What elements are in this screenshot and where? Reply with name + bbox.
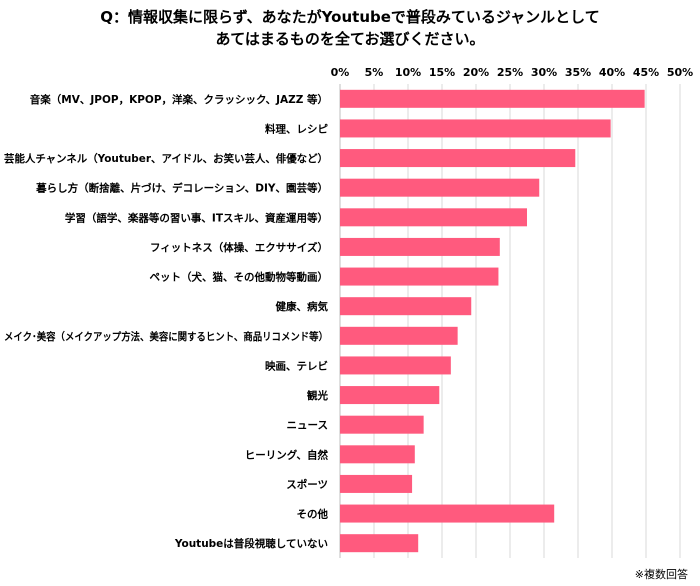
- category-label: 暮らし方（断捨離、片づけ、デコレーション、DIY、園芸等）: [35, 182, 328, 195]
- bar: [340, 415, 424, 434]
- x-tick-label: 40%: [599, 66, 625, 79]
- bar: [340, 356, 451, 375]
- category-label: ヒーリング、自然: [245, 448, 329, 461]
- bar: [340, 208, 527, 227]
- bar: [340, 267, 499, 286]
- category-label: ペット（犬、猫、その他動物等動画）: [150, 271, 329, 284]
- x-tick-label: 50%: [667, 66, 693, 79]
- bar: [340, 178, 540, 197]
- category-label: ニュース: [287, 420, 328, 432]
- category-label: 料理、レシピ: [265, 122, 328, 135]
- bar: [340, 89, 645, 108]
- bar: [340, 474, 413, 493]
- category-label: 芸能人チャンネル（Youtuber、アイドル、お笑い芸人、俳優など）: [4, 152, 328, 165]
- category-label: 映画、テレビ: [265, 359, 328, 372]
- title-line-1: Q：情報収集に限らず、あなたがYoutubeで普段みているジャンルとして: [100, 8, 600, 26]
- x-tick-label: 30%: [531, 66, 557, 79]
- x-tick-label: 35%: [565, 66, 591, 79]
- category-label: Youtubeは普段視聴していない: [174, 537, 328, 550]
- x-tick-label: 15%: [429, 66, 455, 79]
- bar: [340, 297, 472, 316]
- category-label: スポーツ: [286, 478, 328, 491]
- category-label: 観光: [307, 389, 328, 402]
- x-tick-label: 10%: [395, 66, 421, 79]
- category-label: メイク･美容（メイクアップ方法、美容に関するヒント、商品リコメンド等）: [4, 330, 328, 343]
- bar: [340, 504, 555, 523]
- bar: [340, 534, 419, 553]
- category-label: 音楽（MV、JPOP，KPOP，洋楽、クラッシック、JAZZ 等）: [30, 93, 328, 106]
- bar: [340, 445, 415, 464]
- bar: [340, 149, 576, 168]
- x-tick-label: 45%: [633, 66, 659, 79]
- title-line-2: あてはまるものを全てお選びください。: [215, 30, 485, 48]
- x-tick-label: 0%: [331, 66, 350, 79]
- x-tick-label: 25%: [497, 66, 523, 79]
- footnote: ※複数回答: [634, 568, 688, 581]
- x-tick-label: 5%: [365, 66, 384, 79]
- bar: [340, 326, 458, 345]
- category-label: その他: [297, 508, 329, 521]
- category-label: フィットネス（体操、エクササイズ）: [150, 241, 328, 254]
- bar: [340, 386, 440, 405]
- bar: [340, 119, 611, 138]
- category-label: 学習（語学、楽器等の習い事、ITスキル、資産運用等）: [65, 211, 328, 224]
- bar: [340, 237, 500, 256]
- x-tick-label: 20%: [463, 66, 489, 79]
- category-label: 健康、病気: [276, 300, 329, 313]
- chart-title: Q：情報収集に限らず、あなたがYoutubeで普段みているジャンルとして あては…: [0, 6, 700, 50]
